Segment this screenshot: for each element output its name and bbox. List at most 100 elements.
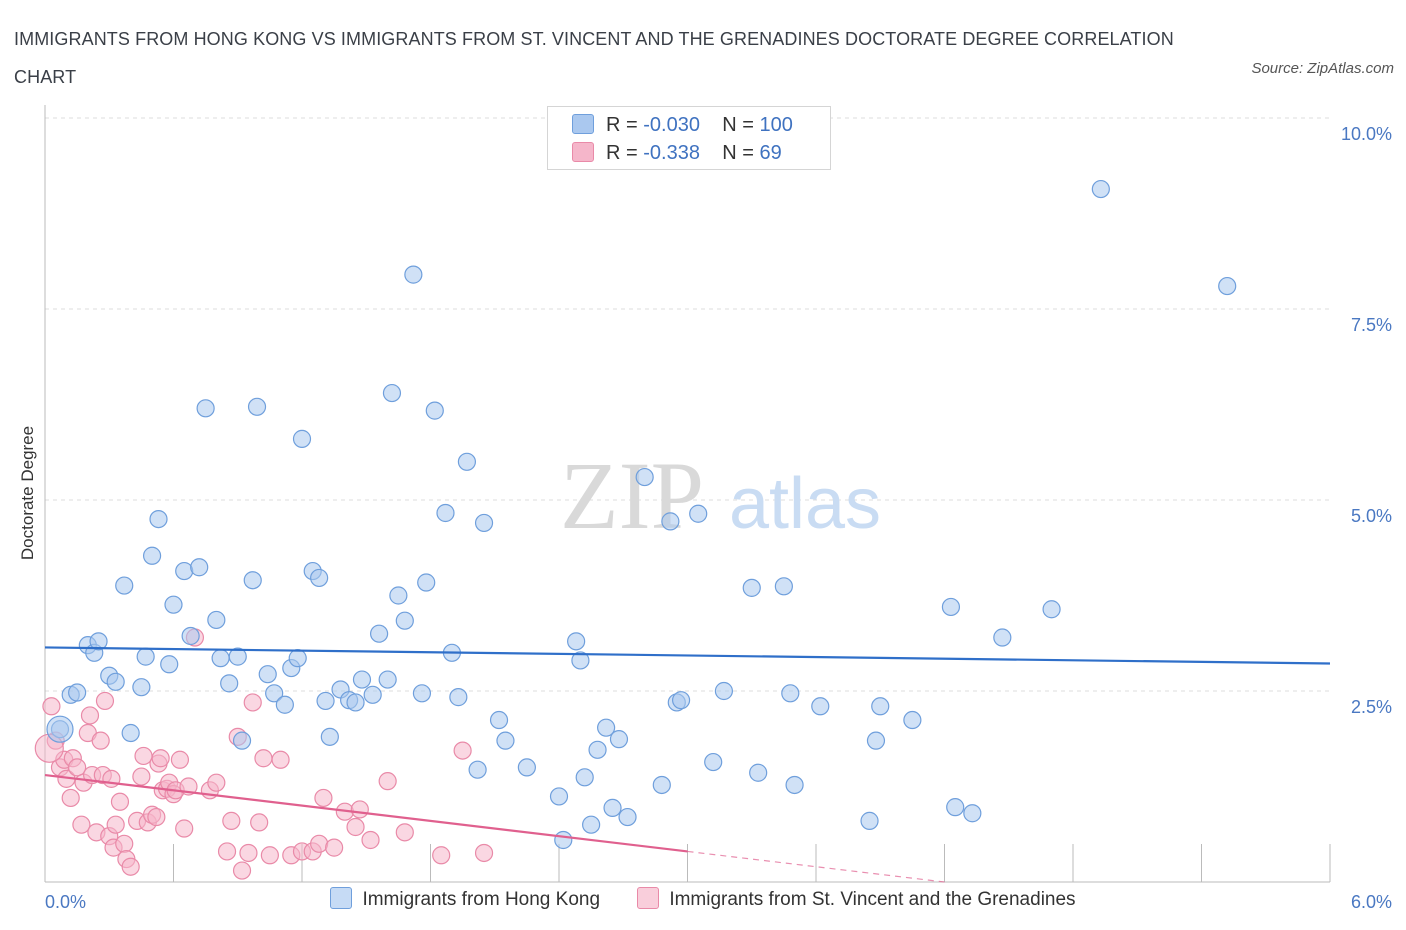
legend-n-label: N = [722, 114, 760, 136]
legend-n-value: 100 [759, 114, 793, 136]
data-point-st-vincent [232, 861, 252, 880]
data-point-st-vincent [175, 819, 194, 838]
data-point-hong-kong [417, 573, 436, 592]
data-point-hong-kong [609, 730, 629, 749]
data-point-st-vincent [378, 772, 397, 791]
data-point-st-vincent [271, 750, 290, 769]
data-point-st-vincent [68, 758, 87, 777]
legend-n-label: N = [722, 142, 760, 164]
data-point-st-vincent [102, 769, 121, 788]
data-point-hong-kong [164, 595, 183, 614]
source-label: Source: ZipAtlas.com [1251, 60, 1394, 77]
data-point-hong-kong [903, 710, 922, 730]
legend-r-label: R = [606, 142, 644, 164]
data-point-hong-kong [811, 697, 830, 716]
data-point-hong-kong [489, 710, 509, 730]
data-point-st-vincent [217, 842, 237, 861]
data-point-hong-kong [211, 649, 230, 668]
data-point-hong-kong [635, 467, 654, 487]
legend-row-st-vincent: R = -0.338 N = 69 [572, 139, 782, 167]
legend-swatch-blue [330, 887, 353, 909]
data-point-hong-kong [412, 684, 432, 703]
data-point-hong-kong [316, 691, 335, 711]
data-point-st-vincent [170, 750, 190, 769]
data-point-st-vincent [151, 749, 170, 768]
data-point-hong-kong [310, 568, 329, 588]
data-point-hong-kong [946, 798, 965, 817]
data-point-hong-kong [474, 513, 494, 533]
data-point-hong-kong [370, 624, 389, 643]
data-point-hong-kong [588, 740, 607, 759]
data-point-hong-kong [378, 670, 397, 689]
data-point-hong-kong [115, 576, 134, 595]
legend-r-value: -0.338 [643, 142, 700, 164]
data-point-hong-kong [175, 561, 194, 581]
data-point-hong-kong [190, 558, 209, 577]
data-point-hong-kong [346, 693, 365, 712]
data-point-st-vincent [250, 813, 269, 832]
data-point-hong-kong [1042, 600, 1061, 619]
data-point-hong-kong [288, 649, 307, 668]
data-point-hong-kong [871, 697, 890, 716]
trend-line-hong-kong [44, 646, 1331, 665]
data-point-hong-kong [404, 265, 423, 284]
data-point-hong-kong [89, 632, 108, 651]
data-point-hong-kong [247, 397, 267, 416]
data-point-st-vincent [325, 838, 344, 857]
data-point-st-vincent [453, 741, 472, 760]
legend-item-st-vincent[interactable]: Immigrants from St. Vincent and the Gren… [637, 887, 1076, 911]
data-point-st-vincent [361, 830, 380, 850]
data-point-hong-kong [363, 685, 382, 704]
data-point-hong-kong [352, 670, 372, 689]
data-point-hong-kong [781, 684, 800, 703]
data-point-hong-kong [860, 811, 879, 830]
series-legend: Immigrants from Hong Kong Immigrants fro… [0, 887, 1406, 911]
data-point-st-vincent [132, 767, 151, 786]
data-point-hong-kong [785, 775, 804, 795]
legend-label: Immigrants from Hong Kong [362, 889, 601, 910]
data-point-hong-kong [382, 383, 402, 403]
data-point-hong-kong [121, 723, 140, 743]
data-point-hong-kong [575, 768, 594, 787]
data-point-hong-kong [571, 651, 590, 670]
data-point-hong-kong [181, 626, 200, 646]
data-point-hong-kong [618, 807, 637, 827]
data-point-st-vincent [432, 846, 451, 865]
data-point-hong-kong [46, 715, 74, 743]
data-point-hong-kong [207, 610, 226, 630]
data-point-st-vincent [254, 749, 273, 768]
data-point-hong-kong [582, 815, 601, 834]
data-point-st-vincent [115, 834, 134, 853]
data-point-hong-kong [517, 758, 536, 777]
data-point-hong-kong [661, 512, 680, 531]
data-point-st-vincent [346, 817, 365, 837]
data-point-st-vincent [239, 843, 258, 863]
data-point-st-vincent [222, 811, 241, 830]
data-point-hong-kong [136, 647, 155, 666]
data-point-hong-kong [749, 763, 768, 782]
data-point-hong-kong [742, 578, 761, 597]
data-point-st-vincent [91, 731, 110, 750]
data-point-hong-kong [963, 804, 982, 823]
data-point-st-vincent [134, 746, 153, 766]
data-point-hong-kong [1091, 179, 1110, 199]
legend-label: Immigrants from St. Vincent and the Gren… [669, 889, 1076, 910]
data-point-hong-kong [68, 683, 87, 702]
stats-legend: R = -0.030 N = 100 R = -0.338 N = 69 [547, 106, 831, 170]
legend-swatch-pink [572, 142, 594, 162]
data-point-hong-kong [671, 691, 691, 710]
data-point-hong-kong [567, 632, 586, 651]
data-point-hong-kong [228, 647, 247, 666]
data-point-st-vincent [310, 834, 329, 853]
watermark-zip: ZIP [560, 442, 704, 549]
legend-item-hong-kong[interactable]: Immigrants from Hong Kong [330, 887, 600, 911]
data-point-hong-kong [232, 731, 252, 750]
series-st-vincent-points [34, 628, 494, 880]
data-point-hong-kong [774, 577, 793, 596]
data-point-hong-kong [106, 672, 125, 691]
data-point-hong-kong [275, 695, 294, 714]
data-point-hong-kong [395, 611, 414, 630]
data-point-st-vincent [95, 691, 115, 711]
data-point-st-vincent [61, 788, 80, 808]
